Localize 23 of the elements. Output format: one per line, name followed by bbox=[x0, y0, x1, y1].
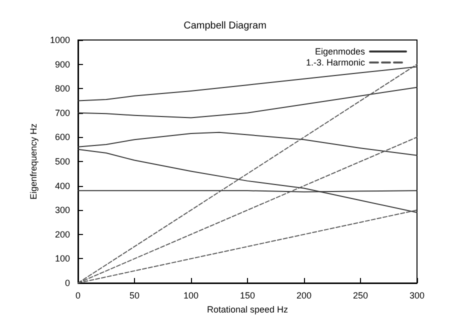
y-tick-label: 300 bbox=[54, 205, 70, 216]
x-tick-label: 150 bbox=[240, 290, 256, 300]
x-tick-label: 300 bbox=[409, 290, 425, 300]
y-tick-label: 500 bbox=[54, 156, 70, 166]
x-tick-label: 0 bbox=[75, 290, 81, 300]
chart-title: Campbell Diagram bbox=[184, 20, 266, 32]
y-tick-label: 800 bbox=[54, 84, 70, 94]
y-axis-title: Eigenfrequency Hz bbox=[28, 122, 38, 200]
y-tick-label: 900 bbox=[54, 59, 70, 70]
x-tick-label: 50 bbox=[129, 290, 140, 300]
legend-label: 1.-3. Harmonic bbox=[306, 58, 366, 68]
x-tick-label: 250 bbox=[352, 290, 368, 300]
y-tick-label: 700 bbox=[54, 108, 70, 118]
y-tick-label: 100 bbox=[54, 254, 70, 264]
y-tick-label: 0 bbox=[64, 278, 70, 288]
y-tick-label: 200 bbox=[54, 229, 70, 240]
x-tick-label: 200 bbox=[296, 290, 312, 300]
x-tick-label: 100 bbox=[183, 290, 199, 300]
legend-label: Eigenmodes bbox=[314, 46, 366, 56]
y-tick-label: 400 bbox=[54, 180, 70, 191]
y-tick-label: 600 bbox=[54, 132, 70, 142]
x-axis-title: Rotational speed Hz bbox=[206, 304, 289, 314]
y-tick-label: 1000 bbox=[50, 35, 70, 45]
